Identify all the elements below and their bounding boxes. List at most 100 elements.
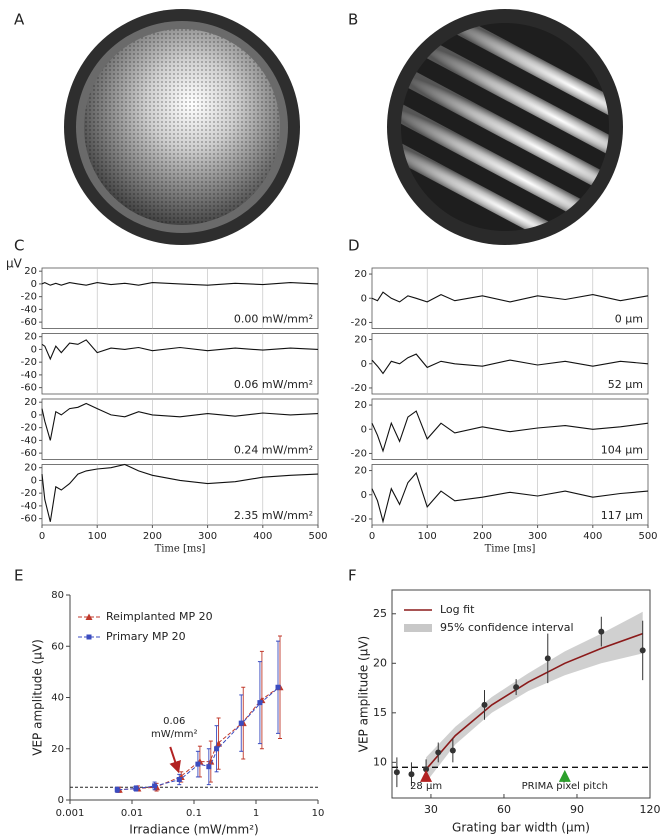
subplot-frame (41, 267, 319, 329)
y-tick-label: 0 (361, 359, 367, 370)
y-tick-label: -20 (21, 292, 37, 303)
x-tick-label: 500 (638, 531, 657, 542)
point (598, 628, 605, 635)
y-tick-label: -20 (351, 383, 367, 394)
x-axis-label: Time [ms] (485, 544, 536, 555)
point (513, 684, 520, 691)
y-tick-label: 60 (51, 641, 64, 652)
subplot-frame (41, 464, 319, 526)
annotation-arrow (169, 746, 181, 774)
x-tick-label: 1 (253, 808, 259, 819)
x-tick-label: 120 (640, 803, 661, 816)
panel-letter: A (14, 11, 25, 29)
trace (41, 339, 319, 361)
confidence-band (426, 611, 643, 783)
x-tick-label: 100 (88, 531, 107, 542)
x-tick-label: 30 (424, 803, 438, 816)
panel-letter: C (14, 237, 24, 255)
panel-letter: E (14, 567, 23, 585)
point (393, 769, 400, 776)
legend-label: Reimplanted MP 20 (106, 610, 213, 623)
legend-marker (86, 634, 92, 640)
y-axis-label: µV (6, 257, 23, 271)
x-axis-label: Time [ms] (155, 544, 206, 555)
trace-label: 52 µm (608, 378, 643, 391)
y-tick-label: 20 (354, 466, 367, 477)
y-tick-label: 0 (361, 424, 367, 435)
fit-line (425, 632, 643, 770)
x-tick-label: 200 (473, 531, 492, 542)
y-axis-label: VEP amplitude (µV) (357, 636, 371, 753)
annotation: PRIMA pixel pitch (522, 781, 608, 792)
trace (371, 353, 649, 375)
x-tick-label: 400 (583, 531, 602, 542)
y-tick-label: 20 (24, 332, 37, 343)
trace-label: 0 µm (615, 313, 643, 326)
y-tick-label: 20 (24, 266, 37, 277)
y-tick-label: 0 (361, 293, 367, 304)
y-tick-label: -20 (351, 448, 367, 459)
image-b (364, 0, 646, 262)
y-tick-label: 20 (51, 744, 64, 755)
x-tick-label: 0 (39, 531, 45, 542)
point (449, 747, 456, 754)
x-tick-label: 300 (528, 531, 547, 542)
y-tick-label: 25 (373, 607, 387, 620)
trace (41, 463, 319, 522)
y-tick-label: -40 (21, 435, 37, 446)
series-line (118, 686, 280, 791)
annotation: 0.06 (163, 716, 185, 727)
annotation: 28 µm (410, 781, 442, 792)
x-tick-label: 0.1 (186, 808, 202, 819)
y-tick-label: 20 (354, 335, 367, 346)
x-tick-label: 400 (253, 531, 272, 542)
trace (371, 410, 649, 453)
y-tick-label: -40 (21, 370, 37, 381)
x-tick-label: 0.01 (121, 808, 143, 819)
y-tick-label: -20 (21, 357, 37, 368)
series-line (118, 686, 280, 791)
plot-frame (391, 589, 651, 799)
legend-swatch (404, 624, 432, 632)
point (544, 655, 551, 662)
point (257, 700, 263, 706)
y-tick-label: 20 (24, 463, 37, 474)
y-tick-label: 0 (31, 279, 37, 290)
x-axis-label: Irradiance (mW/mm²) (129, 823, 258, 837)
legend-label: Primary MP 20 (106, 630, 186, 643)
panel-letter: F (348, 567, 357, 585)
y-tick-label: 20 (354, 269, 367, 280)
y-axis-label: VEP amplitude (µV) (31, 639, 45, 756)
x-tick-label: 0 (369, 531, 375, 542)
x-tick-label: 90 (570, 803, 584, 816)
x-tick-label: 500 (308, 531, 327, 542)
y-tick-label: -60 (21, 317, 37, 328)
y-tick-label: 20 (24, 397, 37, 408)
y-tick-label: 40 (51, 693, 64, 704)
x-tick-label: 100 (418, 531, 437, 542)
legend-label: 95% confidence interval (440, 621, 574, 634)
trace (41, 402, 319, 441)
point (133, 785, 139, 791)
panel-letter: B (348, 11, 358, 29)
point (195, 761, 201, 767)
y-tick-label: -20 (351, 317, 367, 328)
trace (371, 471, 649, 524)
panel-letter: D (348, 237, 360, 255)
legend-marker (85, 613, 93, 620)
point (423, 766, 430, 773)
trace-label: 0.24 mW/mm² (234, 444, 313, 457)
point (176, 777, 182, 782)
y-tick-label: -40 (21, 501, 37, 512)
legend-label: Log fit (440, 603, 475, 616)
y-tick-label: 15 (373, 706, 387, 719)
y-tick-label: 80 (51, 590, 64, 601)
point (214, 746, 220, 752)
trace-label: 104 µm (601, 444, 643, 457)
point (639, 647, 646, 654)
image-a (64, 9, 300, 245)
point (152, 783, 158, 789)
point (238, 720, 244, 726)
x-tick-label: 0.001 (56, 808, 85, 819)
